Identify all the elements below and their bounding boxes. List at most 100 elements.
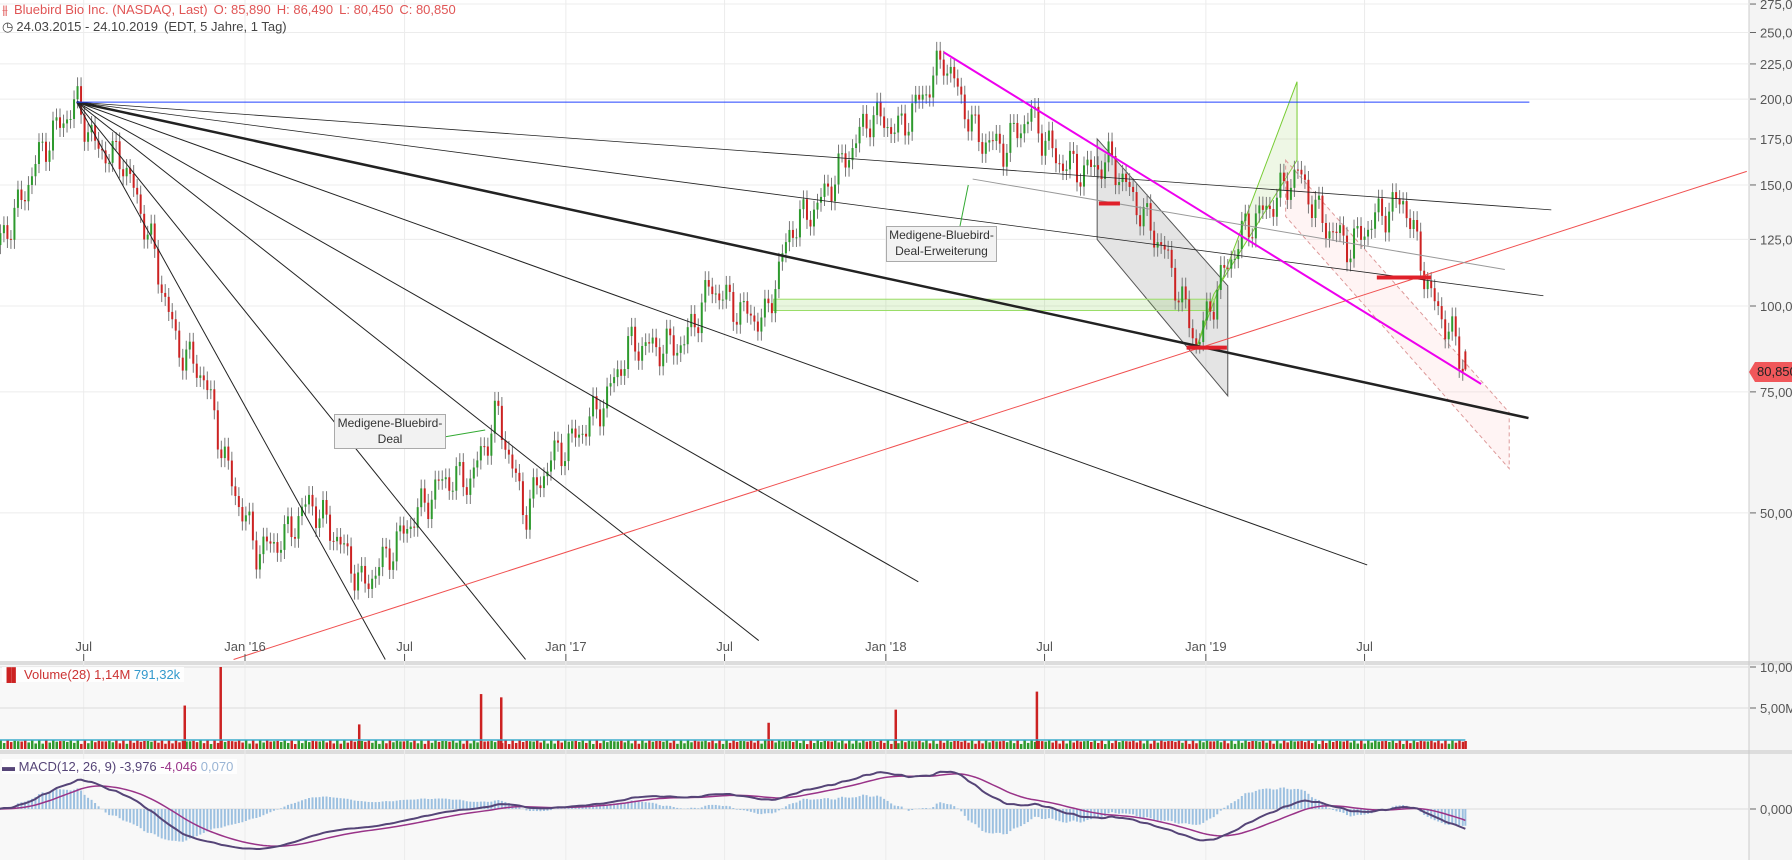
candle-body: [1426, 280, 1429, 290]
macd-histogram-bar: [984, 809, 987, 833]
candle-body: [465, 487, 468, 495]
volume-label: Volume(28): [24, 667, 91, 682]
panel-divider[interactable]: [0, 661, 1792, 665]
candle-body: [1139, 215, 1142, 227]
macd-legend[interactable]: ▬ MACD(12, 26, 9) -3,976 -4,046 0,070: [2, 759, 238, 774]
volume-bar: [1282, 740, 1286, 749]
annotation-medigene-deal-extension[interactable]: Medigene-Bluebird- Deal-Erweiterung: [886, 226, 997, 262]
candle-body: [322, 499, 325, 519]
macd-histogram-bar: [307, 797, 310, 809]
macd-histogram-bar: [1342, 809, 1345, 813]
volume-bar: [784, 741, 788, 749]
candle-body: [108, 162, 111, 164]
macd-histogram-bar: [862, 794, 865, 809]
candle-body: [192, 341, 195, 364]
candle-body: [1444, 319, 1447, 340]
macd-histogram-bar: [297, 801, 300, 809]
candle-body: [1047, 130, 1050, 141]
volume-bar: [707, 742, 711, 749]
volume-bar: [367, 740, 371, 749]
macd-label: MACD(12, 26, 9): [18, 759, 117, 774]
candle-body: [805, 199, 808, 220]
volume-bar: [1440, 743, 1444, 749]
volume-bar: [479, 694, 483, 749]
candle-body: [490, 433, 493, 456]
volume-legend[interactable]: ▐▌ Volume(28) 1,14M 791,32k: [2, 667, 185, 682]
volume-bar: [1293, 741, 1296, 749]
macd-histogram-bar: [1040, 809, 1043, 819]
candle-body: [448, 477, 451, 491]
macd-histogram-bar: [374, 802, 377, 809]
macd-histogram-bar: [332, 797, 335, 809]
volume-bar: [592, 743, 595, 749]
macd-histogram-bar: [1174, 809, 1177, 823]
candle-body: [1328, 231, 1331, 239]
macd-histogram-bar: [630, 800, 633, 809]
volume-bar: [1195, 743, 1198, 749]
annotation-text: Deal-Erweiterung: [895, 244, 988, 258]
macd-histogram-bar: [30, 798, 33, 809]
volume-bar: [399, 741, 402, 749]
candle-body: [974, 114, 977, 116]
y-tick-label: 100,000: [1760, 299, 1792, 314]
volume-bar: [216, 742, 220, 749]
candle-body: [760, 317, 763, 332]
volume-bar: [1419, 740, 1423, 749]
macd-histogram-bar: [672, 807, 675, 809]
candle-body: [357, 572, 360, 591]
volume-bar: [1167, 741, 1170, 749]
volume-bar: [511, 740, 514, 749]
macd-histogram-bar: [185, 809, 188, 841]
macd-histogram-bar: [174, 809, 177, 841]
volume-bar: [1121, 740, 1125, 749]
candle-body: [1114, 156, 1117, 186]
volume-bar: [1035, 691, 1039, 749]
fan-line: [76, 100, 1529, 420]
macd-histogram-bar: [1247, 792, 1250, 809]
candle-body: [1461, 368, 1464, 372]
macd-histogram-bar: [1009, 809, 1012, 832]
candle-body: [1030, 108, 1033, 122]
volume-bar: [1037, 740, 1040, 749]
volume-bar: [1279, 743, 1282, 749]
macd-histogram-bar: [220, 809, 223, 828]
macd-histogram-bar: [55, 789, 58, 809]
volume-bar: [1370, 742, 1374, 749]
macd-histogram-bar: [378, 801, 381, 809]
fan-line: [76, 101, 1544, 297]
volume-bar: [385, 743, 388, 749]
volume-bar: [115, 740, 118, 749]
volume-bar: [1019, 743, 1023, 749]
macd-histogram-bar: [742, 809, 745, 811]
candle-body: [83, 114, 86, 142]
candle-body: [1107, 141, 1110, 163]
volume-bar: [1051, 742, 1054, 749]
candle-body: [167, 296, 170, 312]
volume-bar: [1040, 741, 1044, 749]
candle-body: [1331, 231, 1334, 233]
macd-histogram-bar: [248, 809, 251, 820]
fan-line: [76, 101, 760, 641]
macd-histogram-bar: [37, 794, 40, 809]
annotation-medigene-deal[interactable]: Medigene-Bluebird- Deal: [334, 414, 446, 449]
candle-body: [595, 396, 598, 410]
macd-histogram-bar: [634, 800, 637, 809]
panel-divider[interactable]: [0, 750, 1792, 754]
candle-body: [1072, 150, 1075, 154]
macd-histogram-bar: [886, 800, 889, 809]
volume-bar: [73, 742, 76, 749]
candle-body: [1135, 192, 1138, 216]
volume-bar: [178, 742, 181, 749]
volume-bar: [388, 740, 392, 749]
volume-bar: [658, 740, 662, 749]
macd-histogram-bar: [1251, 792, 1254, 809]
volume-bar: [676, 743, 679, 749]
candle-body: [329, 514, 332, 541]
macd-histogram-bar: [479, 801, 482, 809]
volume-bar: [206, 740, 209, 749]
candle-body: [185, 349, 188, 371]
volume-bar: [1016, 740, 1019, 749]
macd-histogram-bar: [279, 808, 282, 809]
volume-bar: [332, 743, 336, 749]
